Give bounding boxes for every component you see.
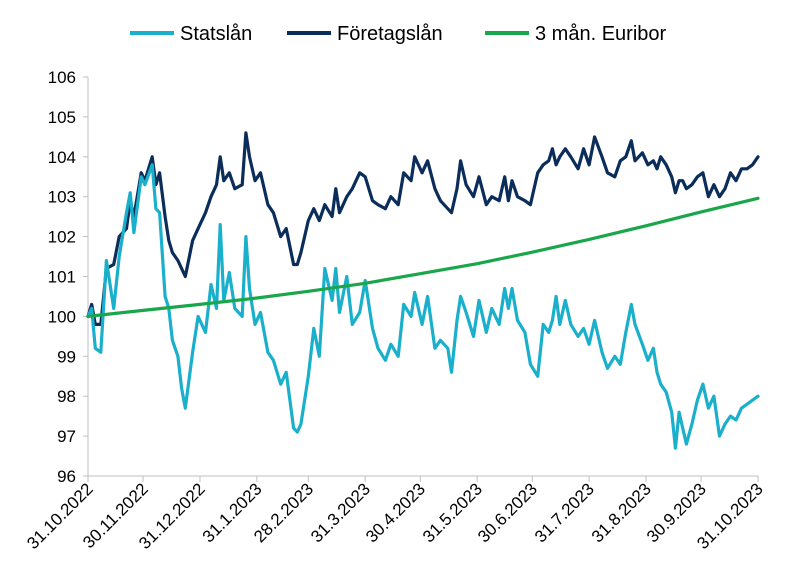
y-tick-label: 96	[57, 467, 76, 486]
y-tick-label: 106	[48, 68, 76, 87]
series-layer	[86, 131, 760, 450]
y-axis: 96 97 98 99 100 101 102 103 104 105 106	[48, 68, 89, 486]
series-line-2	[86, 196, 760, 318]
x-axis: 31.10.202230.11.202231.12.202231.1.20232…	[23, 475, 767, 553]
y-tick-label: 101	[48, 268, 76, 287]
legend-label: Statslån	[180, 23, 252, 45]
y-tick-label: 100	[48, 307, 76, 326]
x-tick-label: 31.3.2023	[307, 479, 374, 546]
x-tick-label: 30.4.2023	[362, 479, 429, 546]
x-tick-label: 31.8.2023	[588, 479, 655, 546]
series-line-1	[86, 131, 760, 326]
y-tick-label: 102	[48, 228, 76, 247]
series-line-0	[86, 163, 760, 450]
x-tick-label: 30.6.2023	[474, 479, 541, 546]
legend: Statslån Företagslån 3 mån. Euribor	[130, 23, 667, 45]
legend-label: Företagslån	[337, 23, 443, 45]
y-tick-label: 97	[57, 427, 76, 446]
y-tick-label: 98	[57, 387, 76, 406]
x-tick-label: 31.7.2023	[531, 479, 598, 546]
x-tick-label: 31.5.2023	[419, 479, 486, 546]
y-tick-label: 99	[57, 347, 76, 366]
y-tick-label: 103	[48, 188, 76, 207]
y-tick-label: 105	[48, 108, 76, 127]
y-tick-label: 104	[48, 148, 76, 167]
legend-label: 3 mån. Euribor	[535, 23, 667, 45]
